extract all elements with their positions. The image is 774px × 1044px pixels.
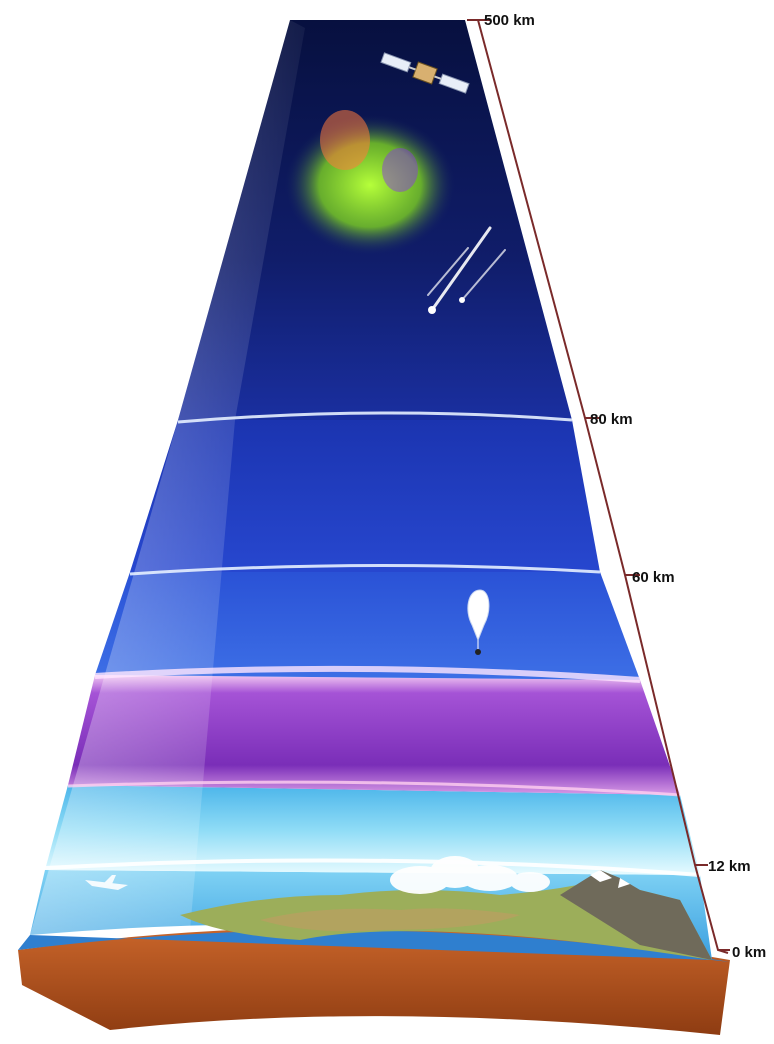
ozone-layer xyxy=(68,675,680,795)
cloud-icon xyxy=(390,856,550,894)
altitude-label-500km: 500 km xyxy=(484,12,535,29)
altitude-label-0km: 0 km xyxy=(732,944,766,961)
altitude-scale xyxy=(467,19,730,954)
boundary-ozone-bottom xyxy=(67,780,681,797)
troposphere-layer xyxy=(45,785,700,875)
boundary-ozone-top xyxy=(94,665,641,683)
satellite-icon xyxy=(380,52,470,94)
mesosphere-layer xyxy=(130,420,600,572)
aurora-icon xyxy=(285,110,455,255)
meteor-icon xyxy=(427,226,506,314)
altitude-label-80km: 80 km xyxy=(590,411,633,428)
boundary-12km xyxy=(44,858,701,877)
boundary-60km xyxy=(129,563,601,576)
altitude-label-60km: 60 km xyxy=(632,569,675,586)
altitude-label-12km: 12 km xyxy=(708,858,751,875)
airplane-icon xyxy=(85,875,128,890)
weather-balloon-icon xyxy=(467,589,490,655)
mountain-icon xyxy=(560,870,712,960)
boundary-80km xyxy=(177,411,573,424)
earth-crust xyxy=(18,927,730,1035)
stratosphere-layer xyxy=(95,572,640,680)
ground-layer xyxy=(18,930,730,962)
column-left-face xyxy=(30,20,305,935)
